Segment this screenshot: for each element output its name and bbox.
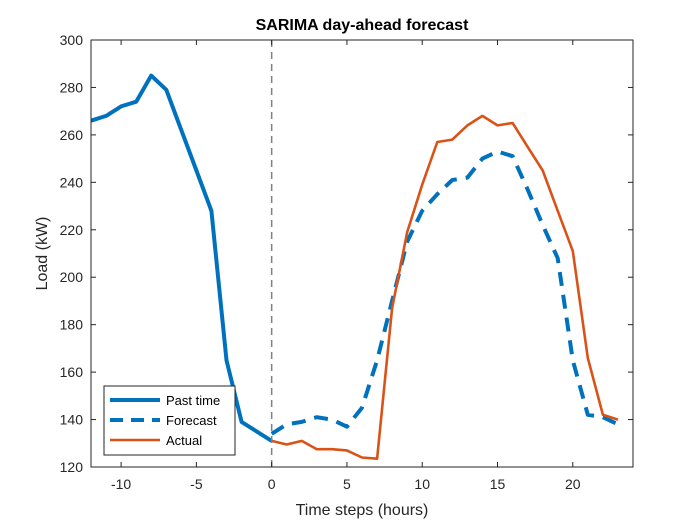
chart-title: SARIMA day-ahead forecast xyxy=(256,17,469,34)
legend-label: Forecast xyxy=(166,413,217,428)
x-tick-label: 20 xyxy=(565,476,581,492)
y-axis-title: Load (kW) xyxy=(34,217,51,291)
x-tick-label: -10 xyxy=(111,476,131,492)
y-tick-label: 220 xyxy=(60,222,84,238)
legend-label: Past time xyxy=(166,393,220,408)
x-tick-label: 10 xyxy=(414,476,430,492)
x-axis-title: Time steps (hours) xyxy=(296,502,429,519)
legend-label: Actual xyxy=(166,433,202,448)
y-tick-label: 200 xyxy=(60,269,84,285)
series-line-forecast xyxy=(270,149,619,436)
y-tick-label: 280 xyxy=(60,79,84,95)
series-layer xyxy=(90,73,619,460)
x-tick-label: 5 xyxy=(343,476,351,492)
x-tick-label: 15 xyxy=(490,476,506,492)
x-tick-label: -5 xyxy=(190,476,203,492)
y-tick-label: 160 xyxy=(60,364,84,380)
x-tick-label: 0 xyxy=(268,476,276,492)
y-tick-label: 300 xyxy=(60,32,84,48)
legend: Past time Forecast Actual xyxy=(103,385,236,456)
y-tick-label: 260 xyxy=(60,127,84,143)
series-line-past-time xyxy=(90,73,273,443)
axes-box xyxy=(90,39,634,468)
y-tick-label: 120 xyxy=(60,459,84,475)
legend-box xyxy=(103,385,236,456)
axes-layer: -10 -5 0 5 10 15 20 120 140 160 180 200 220 240 260 280… xyxy=(60,32,634,492)
y-tick-label: 180 xyxy=(60,317,84,333)
series-line-actual xyxy=(271,114,619,460)
y-tick-label: 240 xyxy=(60,174,84,190)
y-tick-label: 140 xyxy=(60,412,84,428)
